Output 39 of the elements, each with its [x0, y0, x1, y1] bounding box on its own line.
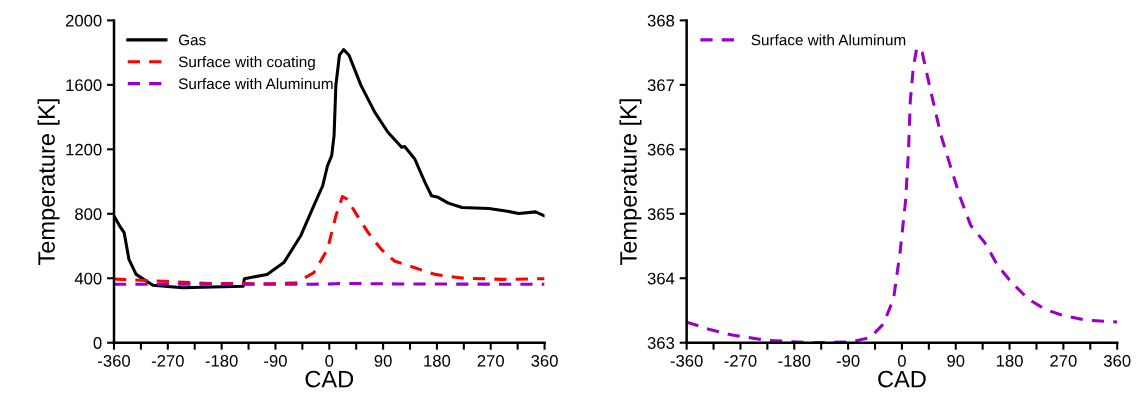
y-tick-label: 2000 — [65, 14, 102, 27]
x-axis-title: CAD — [878, 370, 926, 388]
y-tick-label: 800 — [75, 208, 102, 220]
y-tick-label: 367 — [647, 79, 674, 92]
x-tick-label: 360 — [531, 354, 558, 367]
x-tick-label: 270 — [477, 354, 504, 367]
x-tick-label: -180 — [778, 354, 811, 367]
y-tick-label: 1200 — [66, 143, 102, 156]
x-tick-label: -90 — [836, 354, 860, 367]
x-tick-label: 180 — [424, 354, 451, 367]
x-tick-label: 270 — [1050, 354, 1077, 367]
y-tick-label: 400 — [74, 272, 102, 285]
y-tick-label: 365 — [647, 208, 675, 220]
y-tick-label: 1600 — [66, 79, 102, 92]
x-tick-label: 0 — [897, 354, 906, 367]
y-axis-title: Temperature [K] — [37, 99, 60, 265]
y-tick-label: 0 — [93, 337, 102, 349]
x-tick-label: 0 — [325, 354, 334, 367]
legend-label: Surface with Aluminum — [751, 34, 906, 46]
legend-label: Surface with coating — [178, 56, 315, 71]
x-tick-label: -360 — [670, 354, 703, 367]
x-tick-label: 90 — [947, 354, 965, 367]
x-axis-title: CAD — [305, 370, 354, 388]
x-tick-label: 90 — [374, 354, 392, 367]
legend-label: Gas — [178, 34, 206, 46]
line-series — [114, 195, 545, 286]
x-tick-label: 180 — [996, 354, 1023, 367]
x-tick-label: -360 — [98, 354, 131, 367]
x-tick-label: -270 — [724, 354, 757, 367]
x-tick-label: -180 — [205, 354, 238, 367]
y-tick-label: 363 — [647, 337, 675, 349]
y-tick-label: 364 — [647, 272, 675, 285]
y-tick-label: 368 — [647, 14, 675, 27]
x-tick-label: -90 — [264, 354, 287, 367]
x-tick-label: -270 — [151, 354, 184, 367]
y-axis-title: Temperature [K] — [619, 99, 642, 265]
x-tick-label: 360 — [1103, 354, 1131, 367]
legend-label: Surface with Aluminum — [178, 77, 333, 90]
y-tick-label: 366 — [647, 143, 675, 156]
